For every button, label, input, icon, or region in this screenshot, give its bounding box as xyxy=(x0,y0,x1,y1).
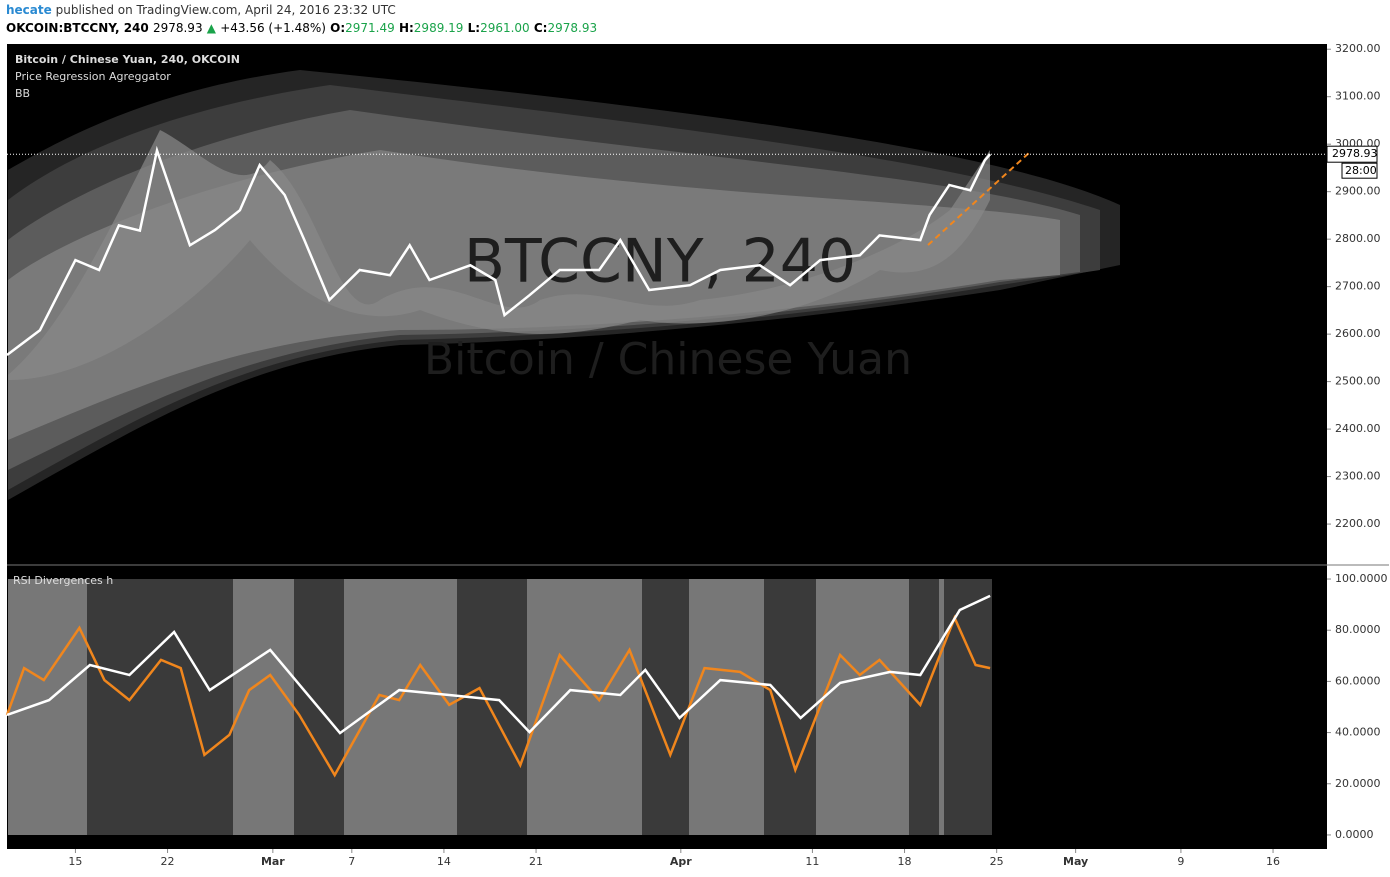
rsi-zone xyxy=(457,579,527,835)
y-tick-label: 0.0000 xyxy=(1335,828,1374,841)
x-tick-label: Mar xyxy=(261,855,285,868)
y-tick-label: 2900.00 xyxy=(1335,185,1381,198)
x-tick-label: 15 xyxy=(68,855,82,868)
y-tick-label: 2200.00 xyxy=(1335,517,1381,530)
y-tick-label: 100.0000 xyxy=(1335,572,1388,585)
symbol: OKCOIN:BTCCNY, 240 xyxy=(6,21,149,35)
y-tick-label: 2300.00 xyxy=(1335,470,1381,483)
y-tick-label: 20.0000 xyxy=(1335,777,1381,790)
y-tick-label: 2800.00 xyxy=(1335,232,1381,245)
x-tick-label: May xyxy=(1063,855,1088,868)
open: 2971.49 xyxy=(345,21,395,35)
y-tick-label: 3100.00 xyxy=(1335,90,1381,103)
x-tick-label: 25 xyxy=(990,855,1004,868)
l-label: L: xyxy=(467,21,481,35)
legend-indicator: Price Regression Agreggator xyxy=(15,70,171,83)
y-tick-label: 2400.00 xyxy=(1335,422,1381,435)
last-price-label: 2978.93 xyxy=(1332,147,1378,160)
y-tick-label: 2700.00 xyxy=(1335,280,1381,293)
price: 2978.93 xyxy=(152,21,203,35)
x-tick-label: 9 xyxy=(1177,855,1184,868)
high: 2989.19 xyxy=(413,21,464,35)
projection xyxy=(927,151,1031,246)
x-tick-label: 18 xyxy=(898,855,912,868)
y-tick-label: 2500.00 xyxy=(1335,375,1381,388)
countdown: 28:00 xyxy=(1345,164,1377,177)
quote-line: OKCOIN:BTCCNY, 240 2978.93 ▲ +43.56 (+1.… xyxy=(6,21,597,35)
y-tick-label: 2600.00 xyxy=(1335,327,1381,340)
y-tick-label: 40.0000 xyxy=(1335,726,1381,739)
line xyxy=(6,145,992,356)
change: +43.56 (+1.48%) xyxy=(220,21,326,35)
rsi-zone xyxy=(944,579,992,835)
author[interactable]: hecate xyxy=(6,3,52,17)
publish-line: hecate published on TradingView.com, Apr… xyxy=(6,3,396,17)
h-label: H: xyxy=(398,21,414,35)
countdown-box xyxy=(1341,162,1378,179)
x-tick-label: 7 xyxy=(348,855,355,868)
watermark: BTCCNY, 240 xyxy=(464,227,856,297)
c-label: C: xyxy=(533,21,548,35)
watermark: Bitcoin / Chinese Yuan xyxy=(424,334,912,385)
x-tick-label: 16 xyxy=(1266,855,1280,868)
legend-symbol: Bitcoin / Chinese Yuan, 240, OKCOIN xyxy=(15,53,240,66)
x-tick-label: 21 xyxy=(529,855,543,868)
y-tick-label: 60.0000 xyxy=(1335,674,1381,687)
bb xyxy=(8,130,990,380)
rsi-zone xyxy=(87,579,233,835)
low: 2961.00 xyxy=(480,21,530,35)
rsi-zone xyxy=(909,579,939,835)
arrow: ▲ xyxy=(206,21,216,35)
close: 2978.93 xyxy=(547,21,598,35)
rsi-zone xyxy=(642,579,689,835)
y-tick-label: 3200.00 xyxy=(1335,42,1381,55)
published: published on TradingView.com, April 24, … xyxy=(55,3,396,17)
line xyxy=(5,614,991,778)
x-tick-label: 11 xyxy=(805,855,819,868)
x-tick-label: 14 xyxy=(437,855,451,868)
x-tick-label: 22 xyxy=(161,855,175,868)
rsi-title: RSI Divergences h xyxy=(13,574,113,587)
y-tick-label: 80.0000 xyxy=(1335,623,1381,636)
o-label: O: xyxy=(330,21,346,35)
bands xyxy=(8,70,1120,500)
x-tick-label: Apr xyxy=(670,855,692,868)
line xyxy=(6,594,991,735)
last-price-box xyxy=(1326,145,1378,163)
legend-indicator: BB xyxy=(15,87,30,100)
rsi-bg xyxy=(8,579,992,835)
